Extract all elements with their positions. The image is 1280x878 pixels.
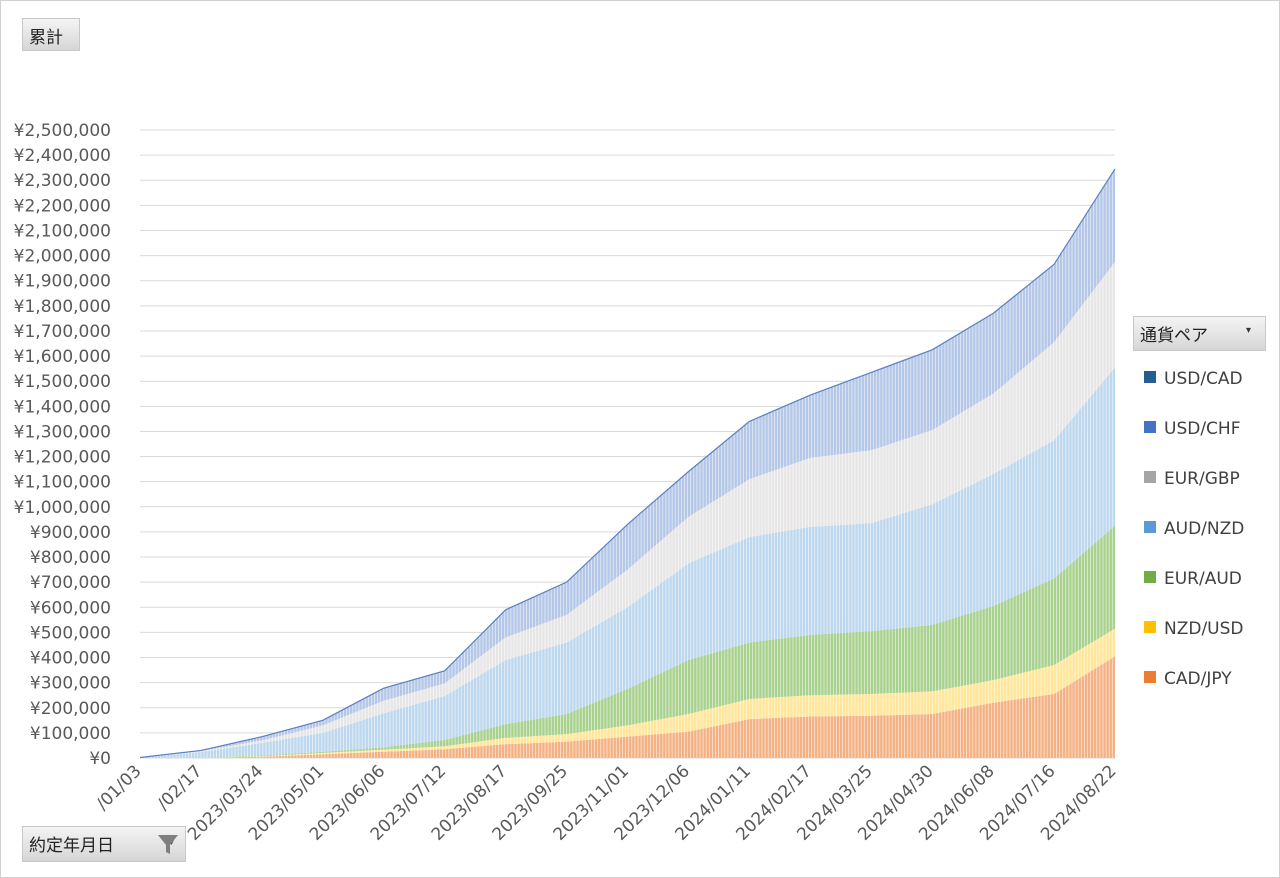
y-tick-label: ¥600,000 [30, 598, 111, 618]
area-cad-jpy [140, 656, 1115, 758]
y-tick-label: ¥1,300,000 [14, 422, 111, 442]
legend-entry[interactable]: EUR/AUD [1164, 569, 1242, 589]
y-axis-ticks: ¥0 ¥100,000 ¥200,000 ¥300,000 ¥400,000 ¥500,0… [14, 121, 111, 769]
legend-entry[interactable]: USD/CHF [1164, 419, 1240, 439]
y-tick-label: ¥1,600,000 [14, 347, 111, 367]
chart-title: 累計 [29, 28, 63, 48]
y-tick-label: ¥700,000 [30, 573, 111, 593]
x-axis-ticks: /01/03/02/172023/03/242023/05/012023/06/… [93, 761, 1121, 844]
legend-swatch [1144, 371, 1156, 383]
legend-title: 通貨ペア [1140, 326, 1208, 346]
date-field-filter-button[interactable]: 約定年月日 ▾ [22, 826, 186, 862]
y-tick-label: ¥1,700,000 [14, 322, 111, 342]
legend-swatch [1144, 421, 1156, 433]
legend-entry[interactable]: EUR/GBP [1164, 469, 1240, 489]
y-tick-label: ¥1,900,000 [14, 272, 111, 292]
legend: USD/CAD USD/CHF EUR/GBP AUD/NZD EUR/AUD NZD/U… [1144, 369, 1244, 689]
x-tick-label: /01/03 [93, 761, 146, 814]
y-tick-label: ¥2,100,000 [14, 221, 111, 241]
y-tick-label: ¥2,300,000 [14, 171, 111, 191]
y-tick-label: ¥1,000,000 [14, 498, 111, 518]
legend-entry[interactable]: AUD/NZD [1164, 519, 1244, 539]
y-tick-label: ¥2,200,000 [14, 196, 111, 216]
y-tick-label: ¥400,000 [30, 649, 111, 669]
y-tick-label: ¥0 [89, 749, 111, 769]
legend-swatch [1144, 671, 1156, 683]
legend-swatch [1144, 571, 1156, 583]
y-tick-label: ¥1,800,000 [14, 297, 111, 317]
total-outline [139, 168, 1116, 759]
x-field-label: 約定年月日 [29, 836, 114, 856]
legend-swatch [1144, 621, 1156, 633]
legend-swatch [1144, 471, 1156, 483]
y-tick-label: ¥500,000 [30, 623, 111, 643]
chart-title-button[interactable]: 累計 [22, 18, 80, 51]
y-tick-label: ¥900,000 [30, 523, 111, 543]
legend-filter-button[interactable]: 通貨ペア ▾ [1133, 316, 1266, 351]
x-tick-label: /02/17 [154, 761, 207, 814]
legend-entry[interactable]: NZD/USD [1164, 619, 1244, 639]
legend-entry[interactable]: USD/CAD [1164, 369, 1243, 389]
legend-entry[interactable]: CAD/JPY [1164, 669, 1232, 689]
y-tick-label: ¥1,100,000 [14, 473, 111, 493]
series-areas [140, 168, 1115, 758]
y-tick-label: ¥2,000,000 [14, 247, 111, 267]
y-tick-label: ¥2,400,000 [14, 146, 111, 166]
y-tick-label: ¥100,000 [30, 724, 111, 744]
legend-swatch [1144, 521, 1156, 533]
dropdown-arrow-icon: ▾ [1245, 325, 1251, 336]
filter-funnel-icon [158, 835, 178, 854]
daily-columns-overlay [139, 168, 1116, 759]
y-tick-label: ¥2,500,000 [14, 121, 111, 141]
y-tick-label: ¥300,000 [30, 674, 111, 694]
y-tick-label: ¥1,200,000 [14, 448, 111, 468]
y-tick-label: ¥200,000 [30, 699, 111, 719]
y-tick-label: ¥1,400,000 [14, 397, 111, 417]
y-tick-label: ¥1,500,000 [14, 372, 111, 392]
y-tick-label: ¥800,000 [30, 548, 111, 568]
